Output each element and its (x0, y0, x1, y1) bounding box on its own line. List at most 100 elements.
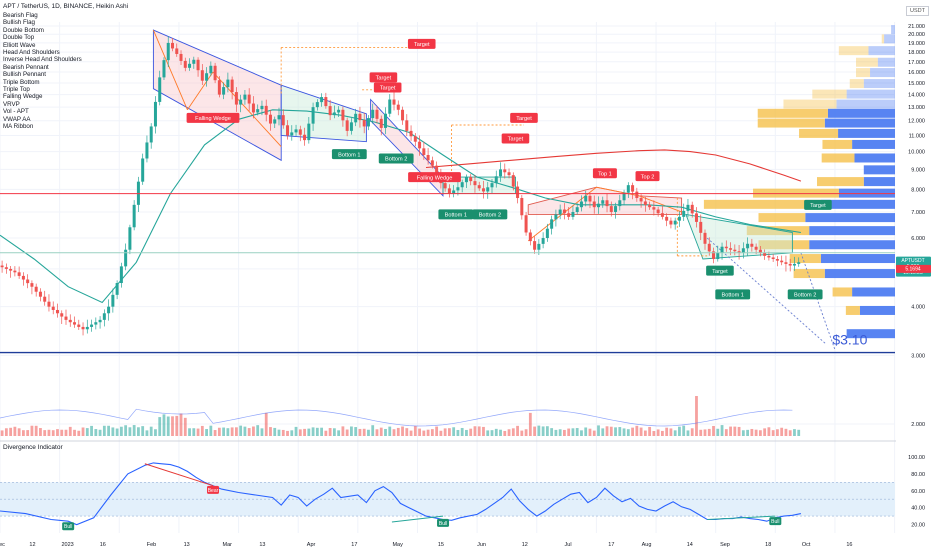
volume-bar (350, 426, 353, 436)
ma-green-line (0, 109, 801, 304)
candle-body (473, 181, 477, 186)
volume-bar (793, 429, 796, 436)
pattern-label: Target (414, 42, 430, 48)
candle-body (733, 249, 737, 252)
candle-body (405, 120, 409, 131)
volume-bar (149, 426, 153, 436)
volume-bar (294, 426, 298, 436)
horizontal-levels (0, 193, 895, 354)
volume-bar (584, 427, 588, 436)
volume-bar (17, 428, 21, 436)
volume-bar (422, 430, 426, 436)
volume-bar (750, 428, 754, 436)
candle-body (251, 103, 255, 113)
time-tick: 13 (259, 542, 265, 548)
volume-bar (537, 425, 541, 436)
candle-body (652, 207, 656, 210)
volume-bar (533, 426, 536, 436)
indicator-item[interactable]: VRVP (3, 100, 20, 108)
candle-body (328, 106, 332, 116)
divergence-oscillator: Bull Bear Bull Bull 100.00 80.00 60.00 40.00 20.… (0, 445, 932, 545)
indicator-item[interactable]: Inverse Head And Shoulders (3, 56, 82, 64)
volume-bar (311, 427, 315, 436)
candle-body (584, 195, 588, 202)
bull-divergence-line (391, 515, 444, 523)
candle-body (469, 177, 473, 182)
divergence-label-bg (437, 518, 450, 527)
volume-bar (741, 430, 745, 436)
candle-body (77, 324, 81, 327)
volume-bar (0, 430, 4, 436)
indicator-item[interactable]: Falling Wedge (3, 93, 43, 101)
candle-body (388, 99, 392, 114)
pattern-label: Top 2 (641, 174, 655, 180)
candle-body (307, 123, 311, 141)
candle-body (68, 319, 72, 323)
time-tick: 16 (100, 542, 106, 548)
volume-bar (452, 427, 456, 436)
candle-body (107, 306, 111, 314)
candle-body (153, 101, 157, 127)
volume-bar (307, 428, 311, 436)
indicator-item[interactable]: VWAP AA (3, 115, 31, 123)
time-axis[interactable]: Dec 12 2023 16 Feb 13 Mar 13 Apr 17 May 15 Jun 12 Jul 1… (0, 538, 932, 550)
symbol-title[interactable]: APT / TetherUS, 1D, BINANCE, Heikin Ashi (3, 3, 129, 10)
vrvp-down-bar (799, 128, 839, 138)
candle-body (256, 109, 260, 113)
pattern-label-bg (331, 149, 367, 160)
vrvp-up-bar (846, 329, 895, 339)
time-tick: Jul (565, 542, 572, 548)
candle-body (631, 185, 635, 192)
indicator-item[interactable]: Triple Top (3, 86, 30, 94)
divergence-label-bg (769, 517, 782, 526)
vrvp-up-bar (809, 226, 895, 236)
candle-body (230, 79, 234, 93)
indicator-item[interactable]: Bullish Flag (3, 19, 35, 27)
candle-body (443, 183, 447, 189)
price-tick: 14.000 (908, 93, 925, 99)
pattern-label-bg (438, 209, 474, 220)
indicator-item[interactable]: Bullish Pennant (3, 71, 46, 79)
volume-bar (341, 426, 345, 436)
candle-body (579, 201, 583, 208)
candle-body (669, 220, 673, 225)
candle-body (494, 176, 498, 184)
indicator-item[interactable]: Triple Bottom (3, 78, 40, 86)
indicator-item[interactable]: MA Ribbon (3, 123, 34, 131)
price-tick: 2.000 (911, 422, 925, 428)
price-tick: 15.000 (908, 81, 925, 87)
vrvp-down-bar (856, 57, 878, 67)
volume-bar (30, 425, 34, 436)
candle-body (345, 120, 349, 131)
indicator-item[interactable]: Double Top (3, 34, 35, 42)
candle-body (503, 169, 507, 173)
price-candles (0, 36, 801, 336)
volume-bar (665, 427, 669, 436)
time-tick: 17 (608, 542, 614, 548)
indicator-legend: Bearish Flag Bullish Flag Double Bottom Dou… (3, 12, 82, 131)
candle-body (119, 266, 123, 284)
candle-body (290, 132, 294, 136)
indicator-item[interactable]: Double Bottom (3, 26, 44, 34)
divergence-label-bg (62, 522, 75, 531)
candle-body (217, 80, 221, 95)
vrvp-up-bar (863, 165, 895, 175)
indicator-item[interactable]: Bearish Flag (3, 12, 38, 19)
volume-bar (68, 426, 72, 436)
indicator-item[interactable]: Bearish Pennant (3, 63, 49, 71)
oscillator-title[interactable]: Divergence Indicator (3, 444, 63, 451)
candle-body (758, 249, 762, 253)
volume-bar (286, 430, 289, 436)
candle-body (273, 119, 277, 124)
candle-body (149, 126, 153, 143)
pattern-label: Target (712, 269, 728, 275)
volume-bar (473, 426, 477, 436)
indicator-item[interactable]: Elliott Wave (3, 41, 36, 49)
price-tick: 20.000 (908, 32, 925, 38)
volume-bar (448, 428, 451, 436)
indicator-item[interactable]: Vol - APT (3, 108, 29, 116)
candle-body (375, 109, 379, 119)
currency-button[interactable]: USDT (906, 6, 929, 16)
volume-bar (179, 413, 183, 436)
indicator-item[interactable]: Head And Shoulders (3, 49, 60, 57)
